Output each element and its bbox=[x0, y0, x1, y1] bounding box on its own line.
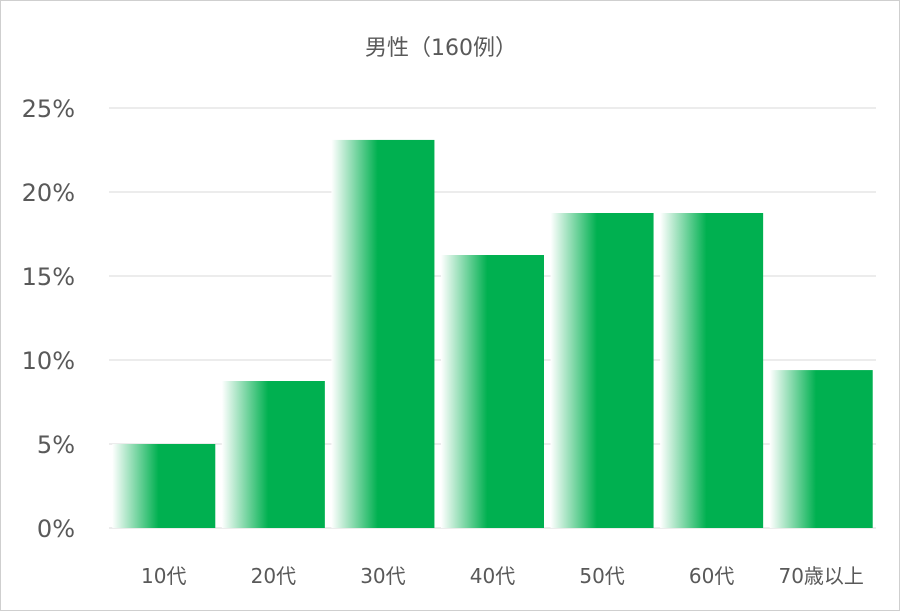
bars bbox=[112, 139, 873, 529]
bar-3 bbox=[331, 139, 435, 529]
y-tick-label: 20% bbox=[22, 179, 75, 207]
x-tick-label: 20代 bbox=[251, 564, 296, 588]
y-tick-label: 25% bbox=[22, 95, 75, 123]
x-axis-ticks: 10代 20代 30代 40代 50代 60代 70歳以上 bbox=[141, 564, 864, 588]
y-tick-label: 15% bbox=[22, 263, 75, 291]
x-tick-label: 30代 bbox=[360, 564, 405, 588]
bar-7 bbox=[769, 370, 873, 528]
bar-1 bbox=[112, 444, 216, 528]
bar-4 bbox=[441, 255, 544, 528]
y-axis-ticks: 0% 5% 10% 15% 20% 25% bbox=[22, 95, 75, 543]
y-tick-label: 10% bbox=[22, 347, 75, 375]
x-tick-label: 50代 bbox=[579, 564, 624, 588]
x-tick-label: 40代 bbox=[470, 564, 515, 588]
y-tick-label: 5% bbox=[37, 431, 75, 459]
bar-2 bbox=[221, 381, 325, 528]
bar-5 bbox=[550, 213, 654, 528]
x-tick-label: 70歳以上 bbox=[778, 564, 863, 588]
y-tick-label: 0% bbox=[37, 515, 75, 543]
x-tick-label: 10代 bbox=[141, 564, 186, 588]
chart-title: 男性（160例） bbox=[365, 36, 517, 61]
bar-6 bbox=[660, 213, 764, 528]
x-tick-label: 60代 bbox=[689, 564, 734, 588]
